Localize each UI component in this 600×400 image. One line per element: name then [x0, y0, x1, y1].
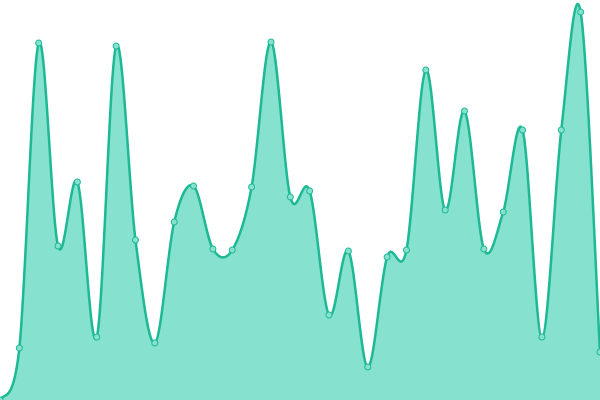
- data-point: [306, 187, 314, 195]
- data-point: [112, 42, 120, 50]
- data-point: [441, 206, 449, 214]
- data-point: [596, 348, 600, 356]
- data-point: [209, 245, 217, 253]
- data-point: [422, 66, 430, 74]
- data-point: [499, 208, 507, 216]
- data-point: [344, 247, 352, 255]
- data-point: [557, 126, 565, 134]
- data-point: [480, 245, 488, 253]
- data-point: [54, 242, 62, 250]
- data-point: [93, 333, 101, 341]
- data-point: [402, 246, 410, 254]
- data-point: [325, 311, 333, 319]
- data-point: [131, 236, 139, 244]
- data-point: [286, 193, 294, 201]
- area-fill: [0, 4, 600, 400]
- data-point: [383, 253, 391, 261]
- data-point: [190, 182, 198, 190]
- data-point: [151, 339, 159, 347]
- data-point: [73, 178, 81, 186]
- data-point: [15, 344, 23, 352]
- data-point: [519, 126, 527, 134]
- data-point: [0, 396, 4, 400]
- data-point: [461, 107, 469, 115]
- data-point: [577, 8, 585, 16]
- data-point: [228, 246, 236, 254]
- data-point: [538, 333, 546, 341]
- data-point: [170, 218, 178, 226]
- data-point: [248, 183, 256, 191]
- data-point: [267, 38, 275, 46]
- data-point: [35, 39, 43, 47]
- data-point: [364, 363, 372, 371]
